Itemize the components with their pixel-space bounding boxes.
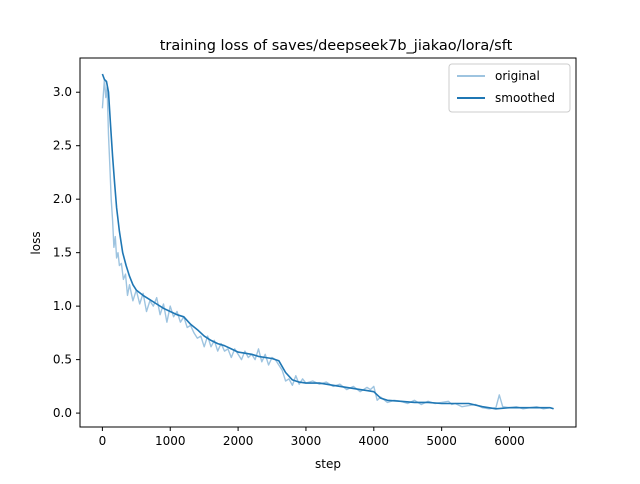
chart-title: training loss of saves/deepseek7b_jiakao… xyxy=(160,38,513,54)
y-tick-label: 0.0 xyxy=(53,406,72,420)
x-axis-ticks: 0 1000 2000 3000 4000 5000 6000 xyxy=(99,427,525,448)
x-tick-label: 4000 xyxy=(359,434,390,448)
y-tick-label: 1.0 xyxy=(53,299,72,313)
y-tick-label: 2.5 xyxy=(53,139,72,153)
x-tick-label: 5000 xyxy=(426,434,457,448)
series-line-original xyxy=(101,78,554,410)
x-tick-label: 6000 xyxy=(494,434,525,448)
legend: original smoothed xyxy=(448,63,571,113)
series-layer xyxy=(101,73,554,410)
x-tick-label: 3000 xyxy=(291,434,322,448)
x-tick-label: 1000 xyxy=(155,434,186,448)
y-tick-label: 3.0 xyxy=(53,85,72,99)
series-line-smoothed xyxy=(101,73,554,410)
legend-label-smoothed: smoothed xyxy=(495,91,555,105)
y-tick-label: 1.5 xyxy=(53,246,72,260)
x-axis-label: step xyxy=(315,457,341,471)
y-tick-label: 2.0 xyxy=(53,192,72,206)
x-tick-label: 2000 xyxy=(223,434,254,448)
y-axis-label: loss xyxy=(29,231,43,254)
x-tick-label: 0 xyxy=(99,434,107,448)
legend-label-original: original xyxy=(495,69,540,83)
y-axis-ticks: 0.0 0.5 1.0 1.5 2.0 2.5 3.0 xyxy=(53,85,80,420)
y-tick-label: 0.5 xyxy=(53,353,72,367)
axes-frame xyxy=(79,57,577,428)
